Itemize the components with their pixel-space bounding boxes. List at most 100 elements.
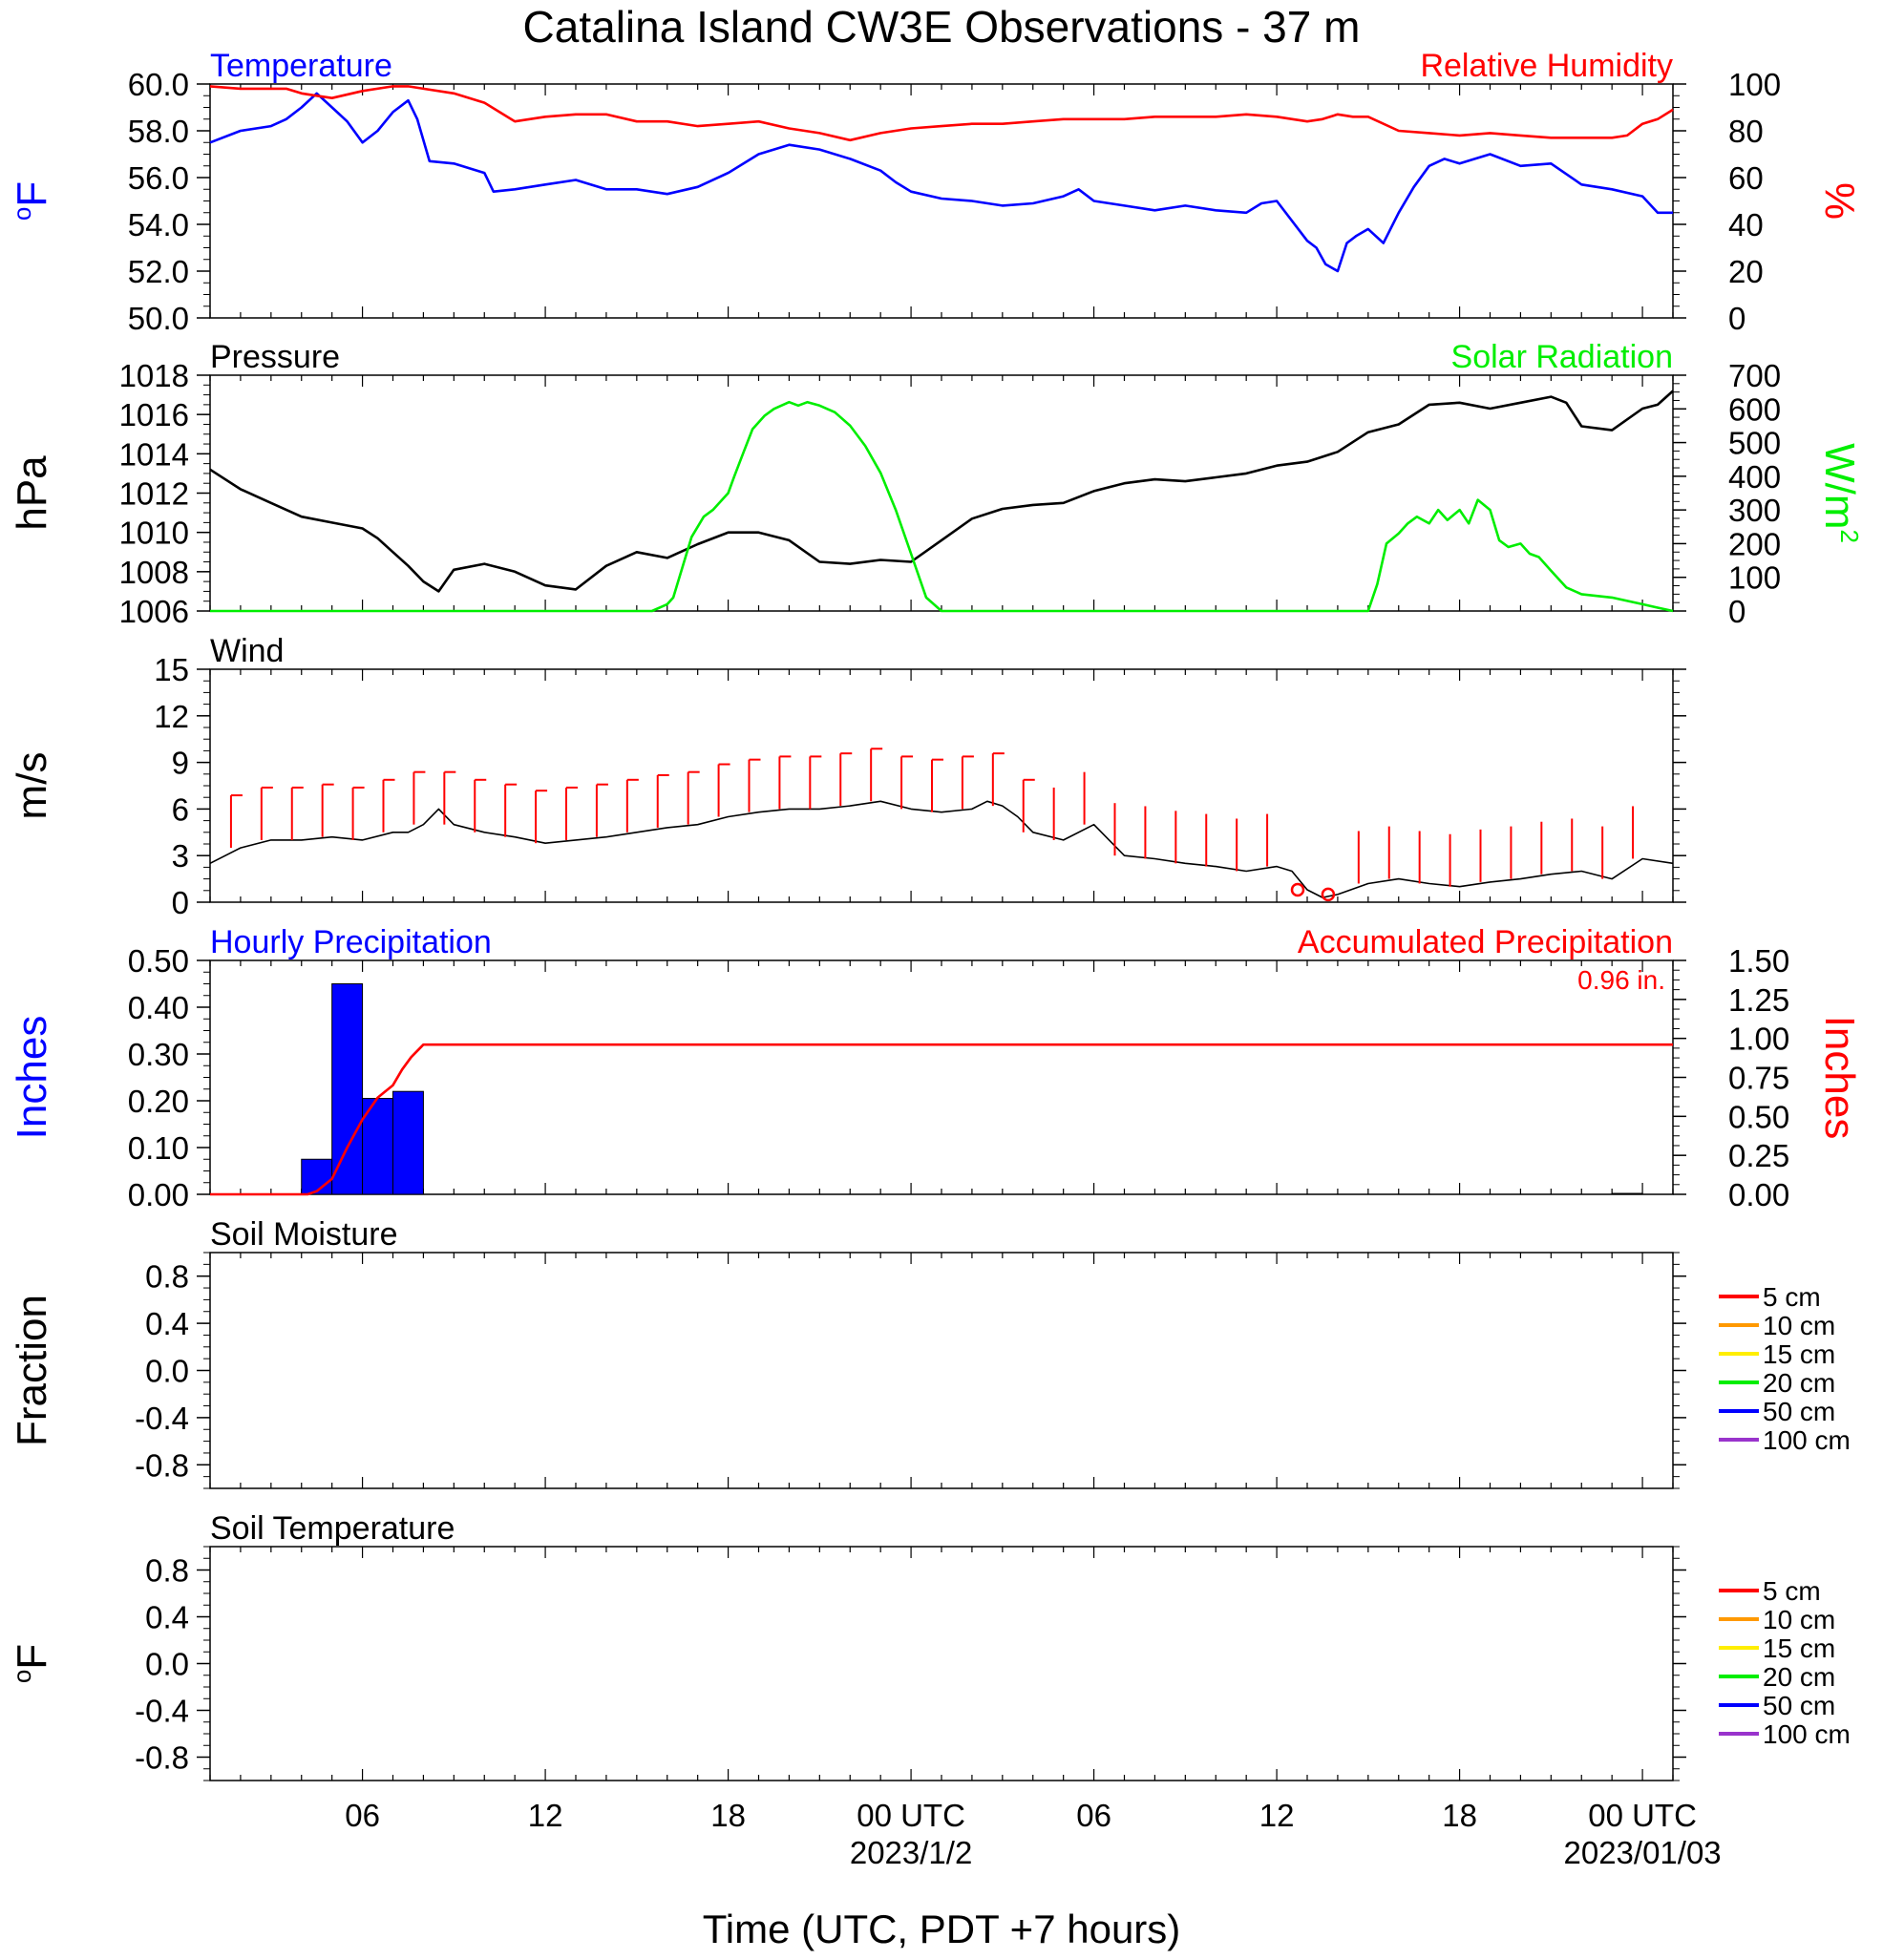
y-axis-label-left: hPa [9, 455, 55, 531]
left-tick-label: 56.0 [128, 160, 189, 196]
panel-title-left: Hourly Precipitation [210, 924, 492, 960]
left-tick-label: 9 [172, 746, 189, 781]
y-axis-label-left: Fraction [9, 1295, 55, 1446]
total-precip-label: 0.96 in. [1577, 965, 1665, 995]
degree-mark: o [8, 207, 36, 221]
panel-title-right: Accumulated Precipitation [1298, 924, 1673, 960]
x-axis-label: Time (UTC, PDT +7 hours) [703, 1907, 1181, 1951]
humidity-line [209, 85, 1674, 142]
accum-line [210, 1043, 1673, 1196]
panel-wind: 0 3 6 9 12 15 Wind m/s [9, 633, 1686, 920]
precip-bar [331, 983, 364, 1195]
precip-bar [362, 1098, 394, 1195]
left-tick-label: 1010 [119, 516, 189, 551]
legend-label: 50 cm [1763, 1397, 1835, 1426]
x-tick-label: 18 [1442, 1798, 1477, 1833]
legend-label: 15 cm [1763, 1339, 1835, 1369]
right-tick-label: 1.00 [1728, 1022, 1789, 1057]
legend-label: 15 cm [1763, 1633, 1835, 1663]
left-tick-label: 0.20 [128, 1084, 189, 1119]
left-tick-label: -0.4 [135, 1694, 189, 1729]
left-tick-label: 3 [172, 838, 189, 874]
legend-label: 20 cm [1763, 1368, 1835, 1398]
unit-letter: F [9, 181, 55, 207]
left-tick-label: 0.50 [128, 943, 189, 979]
precip-bar [1611, 1192, 1643, 1195]
panel-title-right: Solar Radiation [1451, 339, 1673, 375]
plot-frame [209, 374, 1674, 612]
x-date-label: 2023/1/2 [850, 1835, 972, 1870]
right-tick-label: 0 [1728, 594, 1745, 629]
legend-label: 5 cm [1763, 1576, 1821, 1606]
panels: 50.052.054.056.058.060.0020406080100Temp… [8, 48, 1864, 1781]
plot-frame [209, 668, 1674, 903]
panel-title-left: Temperature [210, 48, 392, 84]
right-tick-label: 300 [1728, 493, 1781, 528]
wind-calm-circle [1290, 882, 1305, 897]
right-tick-label: 400 [1728, 459, 1781, 495]
y-axis-label-left: m/s [9, 752, 55, 820]
y-axis-label-right: % [1816, 182, 1863, 220]
right-tick-label: 0.25 [1728, 1138, 1789, 1173]
left-tick-label: 12 [154, 699, 189, 734]
panel-precipitation: 0.000.100.200.300.400.500.000.250.500.75… [9, 924, 1863, 1212]
panel-title-left: Pressure [210, 339, 340, 375]
left-tick-label: 0.4 [145, 1306, 189, 1341]
left-tick-label: 0.10 [128, 1130, 189, 1166]
left-tick-label: 0.0 [145, 1647, 189, 1682]
right-unit: % [1816, 182, 1863, 220]
x-date-label: 2023/01/03 [1563, 1835, 1721, 1870]
left-tick-label: 50.0 [128, 301, 189, 336]
left-tick-label: 52.0 [128, 254, 189, 289]
x-tick-label: 12 [1259, 1798, 1295, 1833]
y-axis-label-left: oF [8, 181, 55, 221]
right-tick-label: 20 [1728, 254, 1764, 289]
right-tick-label: 700 [1728, 358, 1781, 393]
panel-title-left: Wind [210, 633, 284, 669]
left-tick-label: 6 [172, 791, 189, 827]
legend-label: 5 cm [1763, 1282, 1821, 1312]
panel-title-left: Soil Moisture [210, 1216, 398, 1253]
right-tick-label: 100 [1728, 67, 1781, 102]
left-tick-label: 15 [154, 652, 189, 687]
precip-bar [301, 1158, 333, 1195]
y-axis-label-left: Inches [9, 1016, 55, 1140]
legend-label: 50 cm [1763, 1691, 1835, 1720]
left-tick-label: 1006 [119, 594, 189, 629]
left-tick-label: 1018 [119, 358, 189, 393]
left-tick-label: -0.4 [135, 1401, 189, 1436]
left-tick-label: 0.8 [145, 1259, 189, 1295]
plot-frame [209, 959, 1674, 1195]
right-tick-label: 100 [1728, 560, 1781, 596]
panel-soil-moisture: -0.8 -0.4 0.0 0.4 0.8 Soil Moisture Fraction 5 … [9, 1216, 1851, 1489]
x-tick-label: 18 [710, 1798, 746, 1833]
panel-pressure-solar: 1006 1008 1010 1012 1014 1016 1018 010020030040… [9, 339, 1864, 629]
right-unit-superscript: 2 [1835, 529, 1864, 542]
left-tick-label: 60.0 [128, 67, 189, 102]
solar-line [210, 400, 1674, 613]
x-tick-label: 00 UTC [1588, 1798, 1697, 1833]
legend-label: 100 cm [1763, 1719, 1851, 1749]
x-tick-label: 12 [528, 1798, 563, 1833]
plot-frame [209, 1546, 1674, 1781]
right-tick-label: 0.75 [1728, 1061, 1789, 1096]
right-tick-label: 1.25 [1728, 982, 1789, 1018]
left-tick-label: -0.8 [135, 1447, 189, 1483]
right-tick-label: 40 [1728, 207, 1764, 242]
wind-line [209, 800, 1674, 898]
left-tick-label: 0.0 [145, 1354, 189, 1389]
y-axis-label-right: W/m2 [1816, 443, 1864, 543]
plot-frame [209, 83, 1674, 319]
y-axis-label-right: Inches [1816, 1016, 1863, 1140]
x-tick-label: 06 [345, 1798, 380, 1833]
chart-title: Catalina Island CW3E Observations - 37 m [523, 2, 1361, 52]
left-tick-label: 0.8 [145, 1553, 189, 1589]
right-tick-label: 1.50 [1728, 943, 1789, 979]
right-tick-label: 500 [1728, 426, 1781, 461]
panel-temperature-humidity: 50.0 52.0 54.0 56.0 58.0 60.0 0 20 40 60 80 100 Temp… [8, 48, 1863, 336]
x-tick-label: 00 UTC [857, 1798, 965, 1833]
left-tick-label: 1008 [119, 555, 189, 590]
